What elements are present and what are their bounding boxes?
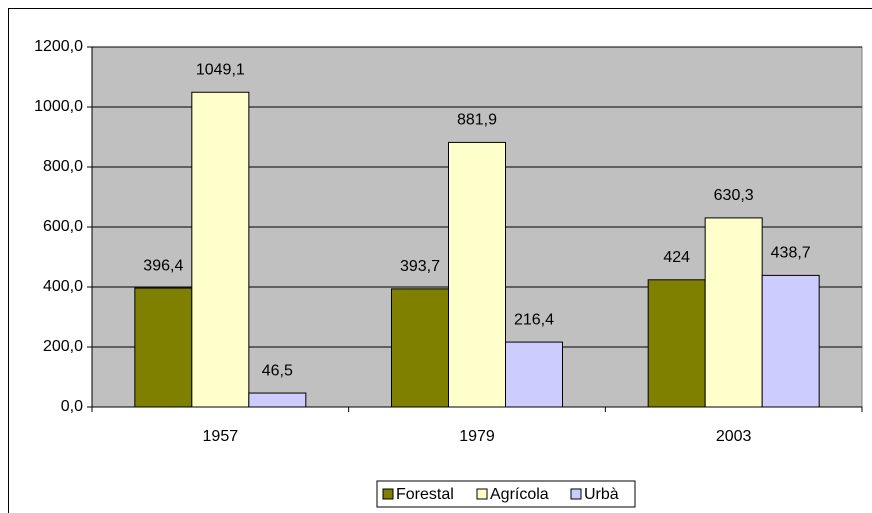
value-label: 438,7 — [771, 245, 811, 262]
bar — [248, 392, 307, 408]
x-tick-label: 2003 — [716, 428, 752, 445]
y-tick-label: 1200,0 — [34, 38, 83, 55]
value-label: 424 — [663, 249, 690, 266]
y-tick-label: 200,0 — [43, 338, 83, 355]
bar — [191, 91, 250, 408]
bar — [448, 141, 506, 408]
legend-box — [376, 480, 636, 508]
value-label: 46,5 — [262, 362, 293, 379]
legend-label: Agrícola — [490, 486, 549, 503]
y-tick-label: 600,0 — [43, 218, 83, 235]
x-tick-label: 1979 — [459, 428, 495, 445]
value-label: 1049,1 — [196, 61, 245, 78]
y-tick-label: 0,0 — [61, 398, 83, 415]
legend-swatch — [382, 488, 394, 500]
legend-swatch — [476, 488, 488, 500]
value-label: 396,4 — [143, 257, 183, 274]
legend-label: Forestal — [396, 486, 454, 503]
bar — [134, 287, 193, 408]
y-tick-label: 400,0 — [43, 278, 83, 295]
bar — [647, 279, 706, 408]
value-label: 216,4 — [514, 311, 554, 328]
value-label: 881,9 — [457, 112, 497, 129]
value-label: 630,3 — [714, 187, 754, 204]
legend-swatch — [570, 488, 582, 500]
y-tick-label: 1000,0 — [34, 98, 83, 115]
value-label: 393,7 — [400, 258, 440, 275]
bar — [761, 274, 820, 408]
legend-label: Urbà — [584, 486, 619, 503]
y-tick-label: 800,0 — [43, 158, 83, 175]
x-tick-label: 1957 — [203, 428, 239, 445]
bar — [505, 341, 563, 408]
bar — [391, 288, 449, 408]
bar — [704, 217, 763, 408]
